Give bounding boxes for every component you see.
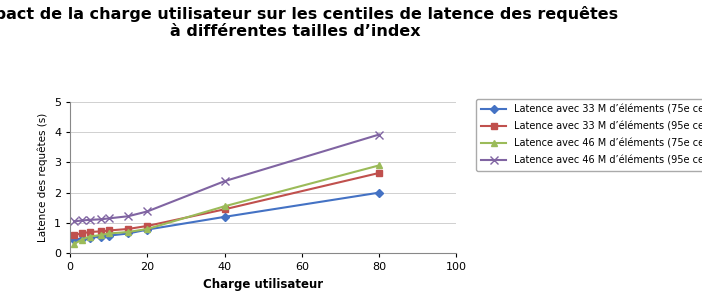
Line: Latence avec 33 M d’éléments (95e centile): Latence avec 33 M d’éléments (95e centil… [72,170,382,238]
Latence avec 33 M d’éléments (75e centile) [143,228,152,231]
Latence avec 46 M d’éléments (95e centile) [124,214,133,218]
Latence avec 46 M d’éléments (95e centile) [105,217,113,220]
Latence avec 46 M d’éléments (75e centile) [124,230,133,234]
Latence avec 33 M d’éléments (75e centile) [97,235,105,238]
Latence avec 33 M d’éléments (95e centile) [375,171,383,175]
Latence avec 33 M d’éléments (95e centile) [70,233,79,237]
Latence avec 33 M d’éléments (75e centile) [375,191,383,194]
Line: Latence avec 46 M d’éléments (75e centile): Latence avec 46 M d’éléments (75e centil… [72,163,382,247]
Latence avec 46 M d’éléments (75e centile) [143,227,152,231]
Latence avec 46 M d’éléments (95e centile) [77,219,86,222]
Latence avec 46 M d’éléments (95e centile) [70,220,79,223]
Latence avec 33 M d’éléments (75e centile) [70,238,79,241]
Latence avec 46 M d’éléments (95e centile) [143,210,152,213]
Latence avec 46 M d’éléments (75e centile) [70,242,79,246]
Latence avec 33 M d’éléments (95e centile) [124,227,133,231]
Latence avec 33 M d’éléments (95e centile) [97,230,105,233]
Latence avec 46 M d’éléments (75e centile) [86,235,94,238]
Latence avec 46 M d’éléments (95e centile) [375,133,383,136]
Latence avec 33 M d’éléments (75e centile) [86,236,94,240]
Latence avec 46 M d’éléments (95e centile) [86,218,94,222]
Latence avec 33 M d’éléments (75e centile) [220,215,229,219]
X-axis label: Charge utilisateur: Charge utilisateur [203,278,324,291]
Latence avec 33 M d’éléments (95e centile) [143,224,152,228]
Text: Impact de la charge utilisateur sur les centiles de latence des requêtes
à diffé: Impact de la charge utilisateur sur les … [0,6,618,39]
Latence avec 33 M d’éléments (75e centile) [105,234,113,237]
Latence avec 33 M d’éléments (95e centile) [105,229,113,232]
Latence avec 33 M d’éléments (95e centile) [86,230,94,234]
Latence avec 46 M d’éléments (75e centile) [375,164,383,167]
Latence avec 46 M d’éléments (95e centile) [220,179,229,183]
Latence avec 33 M d’éléments (95e centile) [220,207,229,211]
Latence avec 46 M d’éléments (95e centile) [97,218,105,221]
Latence avec 33 M d’éléments (75e centile) [124,232,133,235]
Latence avec 46 M d’éléments (75e centile) [105,232,113,235]
Legend: Latence avec 33 M d’éléments (75e centile), Latence avec 33 M d’éléments (95e ce: Latence avec 33 M d’éléments (75e centil… [476,99,702,171]
Latence avec 46 M d’éléments (75e centile) [97,233,105,237]
Y-axis label: Latence des requêtes (s): Latence des requêtes (s) [38,113,48,242]
Line: Latence avec 46 M d’éléments (95e centile): Latence avec 46 M d’éléments (95e centil… [70,130,383,226]
Latence avec 46 M d’éléments (75e centile) [77,238,86,241]
Latence avec 46 M d’éléments (75e centile) [220,205,229,208]
Line: Latence avec 33 M d’éléments (75e centile): Latence avec 33 M d’éléments (75e centil… [72,190,382,242]
Latence avec 33 M d’éléments (95e centile) [77,232,86,235]
Latence avec 33 M d’éléments (75e centile) [77,237,86,240]
